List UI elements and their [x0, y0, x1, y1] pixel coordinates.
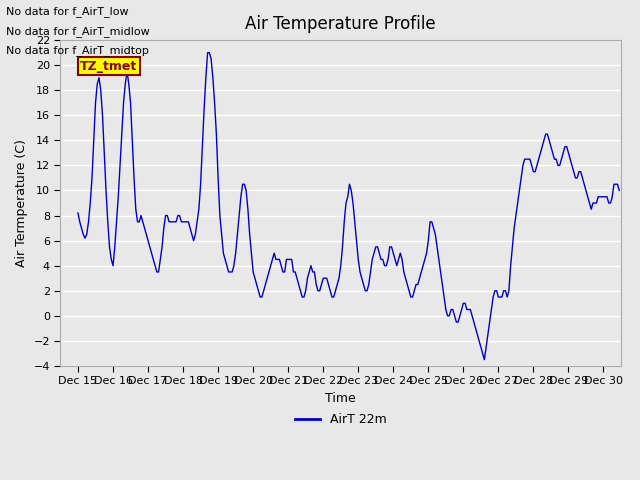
- Legend: AirT 22m: AirT 22m: [290, 408, 392, 432]
- Text: No data for f_AirT_low: No data for f_AirT_low: [6, 6, 129, 17]
- Text: No data for f_AirT_midlow: No data for f_AirT_midlow: [6, 25, 150, 36]
- Title: Air Temperature Profile: Air Temperature Profile: [245, 15, 436, 33]
- Text: TZ_tmet: TZ_tmet: [80, 60, 137, 72]
- Y-axis label: Air Termperature (C): Air Termperature (C): [15, 139, 28, 267]
- Text: No data for f_AirT_midtop: No data for f_AirT_midtop: [6, 45, 149, 56]
- X-axis label: Time: Time: [325, 392, 356, 405]
